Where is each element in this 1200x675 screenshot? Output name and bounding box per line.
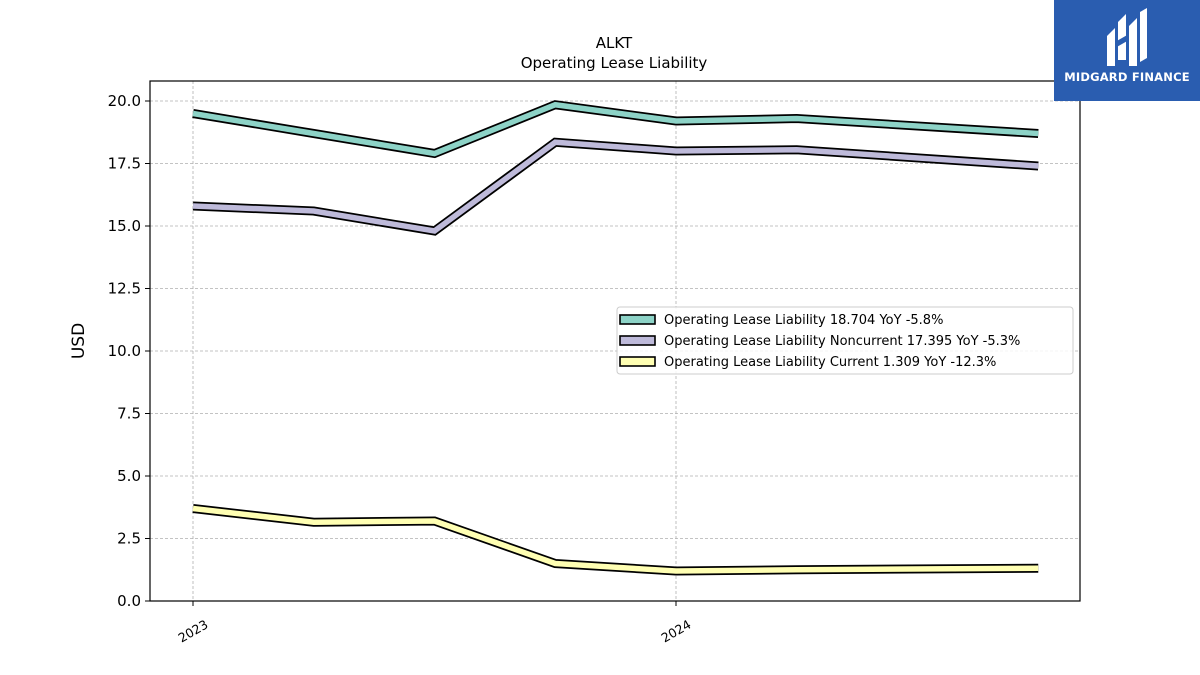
series-line	[192, 505, 1039, 574]
y-tick-label: 20.0	[108, 92, 141, 110]
y-tick-label: 0.0	[117, 592, 141, 610]
y-axis-label: USD	[69, 323, 89, 359]
series-lines	[192, 100, 1039, 576]
y-axis-ticks: 0.0 2.5 5.0 7.5 10.0 12.5 15.0 17.5 20.0	[108, 92, 150, 610]
y-tick-label: 12.5	[108, 280, 141, 298]
series-line	[192, 139, 1039, 234]
y-tick-label: 2.5	[117, 530, 141, 548]
legend-swatch	[619, 314, 656, 325]
y-tick-label: 7.5	[117, 405, 141, 423]
chart-subtitle: Operating Lease Liability	[521, 54, 708, 72]
series-1	[192, 137, 1039, 236]
legend-swatch	[619, 335, 656, 346]
series-2	[192, 504, 1039, 576]
series-line-outline	[192, 504, 1039, 576]
legend: Operating Lease Liability 18.704 YoY -5.…	[616, 306, 1074, 375]
brand-logo: MIDGARD FINANCE	[1054, 0, 1200, 101]
x-axis-ticks: 2023 2024	[175, 601, 694, 646]
y-tick-label: 5.0	[117, 467, 141, 485]
series-0	[192, 100, 1039, 159]
chart-title: ALKT	[596, 34, 633, 52]
legend-label: Operating Lease Liability 18.704 YoY -5.…	[664, 313, 943, 328]
brand-name: MIDGARD FINANCE	[1064, 70, 1190, 84]
series-line	[192, 101, 1039, 157]
y-tick-label: 15.0	[108, 217, 141, 235]
plot-frame	[149, 80, 1081, 602]
x-tick-label: 2024	[658, 617, 693, 646]
y-tick-label: 17.5	[108, 155, 141, 173]
legend-label: Operating Lease Liability Noncurrent 17.…	[664, 334, 1020, 349]
y-tick-label: 10.0	[108, 342, 141, 360]
x-tick-label: 2023	[175, 617, 210, 646]
brand-logo-icon	[1107, 8, 1147, 66]
legend-swatch	[619, 356, 656, 367]
legend-box	[616, 306, 1074, 375]
legend-label: Operating Lease Liability Current 1.309 …	[664, 355, 996, 370]
